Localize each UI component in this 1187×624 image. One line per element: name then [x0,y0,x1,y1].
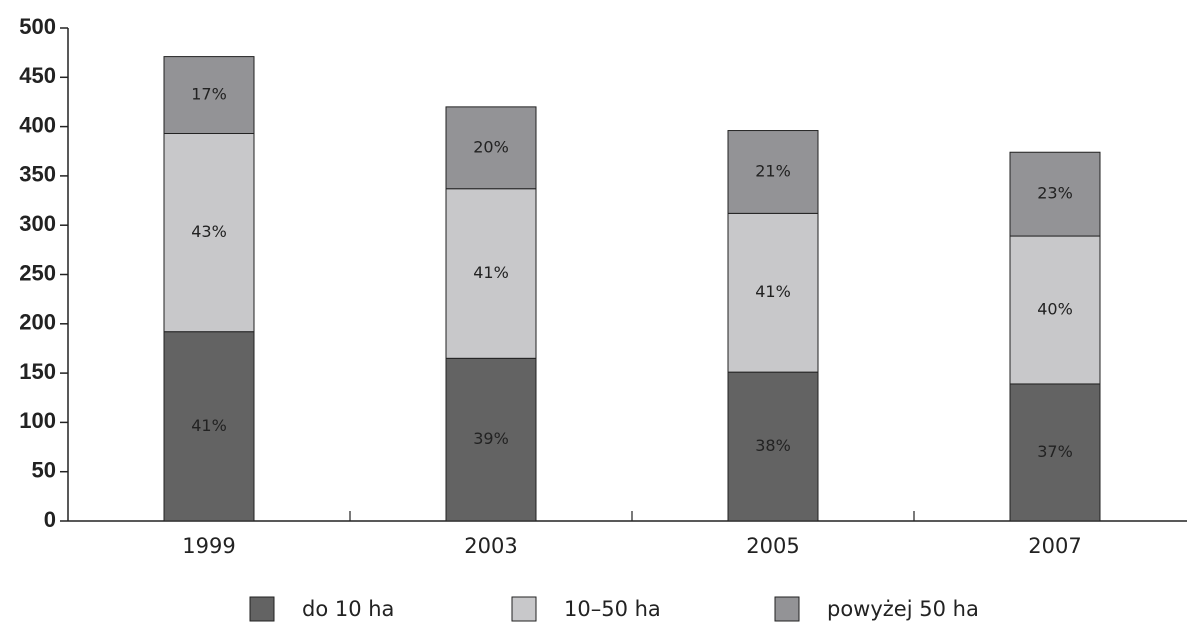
y-tick-label: 50 [32,458,56,483]
data-label: 37% [1037,442,1073,461]
bar-segment [445,106,537,190]
y-tick-label: 200 [19,310,56,335]
legend-label: powyżej 50 ha [827,597,979,621]
data-label: 23% [1037,184,1073,203]
data-label: 41% [191,416,227,435]
y-tick-label: 400 [19,112,56,137]
legend-swatch [249,596,275,622]
y-tick-label: 350 [19,162,56,187]
legend-swatch [511,596,537,622]
bar-segment [445,188,537,359]
bar-segment [163,331,255,522]
x-tick-label: 2003 [464,534,517,558]
data-label: 20% [473,137,509,156]
y-tick-label: 450 [19,63,56,88]
data-label: 43% [191,222,227,241]
bar-segment [1009,151,1101,237]
x-tick-label: 2007 [1028,534,1081,558]
data-label: 41% [755,282,791,301]
y-tick-label: 150 [19,359,56,384]
bar-segment [1009,235,1101,385]
bar-segment [163,56,255,135]
y-tick-label: 0 [44,507,56,532]
legend-swatch [774,596,800,622]
data-label: 38% [755,436,791,455]
y-tick-label: 250 [19,260,56,285]
y-tick-label: 100 [19,408,56,433]
y-tick-label: 500 [19,14,56,39]
bar-segment [445,357,537,522]
data-label: 40% [1037,299,1073,318]
x-tick-label: 1999 [182,534,235,558]
data-label: 17% [191,85,227,104]
y-tick-label: 300 [19,211,56,236]
bar-segment [1009,383,1101,522]
data-label: 39% [473,429,509,448]
bar-segment [727,212,819,373]
bar-segment [727,130,819,214]
data-label: 41% [473,263,509,282]
x-tick-label: 2005 [746,534,799,558]
legend-label: 10–50 ha [564,597,661,621]
data-label: 21% [755,161,791,180]
legend-label: do 10 ha [302,597,394,621]
bar-segment [163,133,255,333]
